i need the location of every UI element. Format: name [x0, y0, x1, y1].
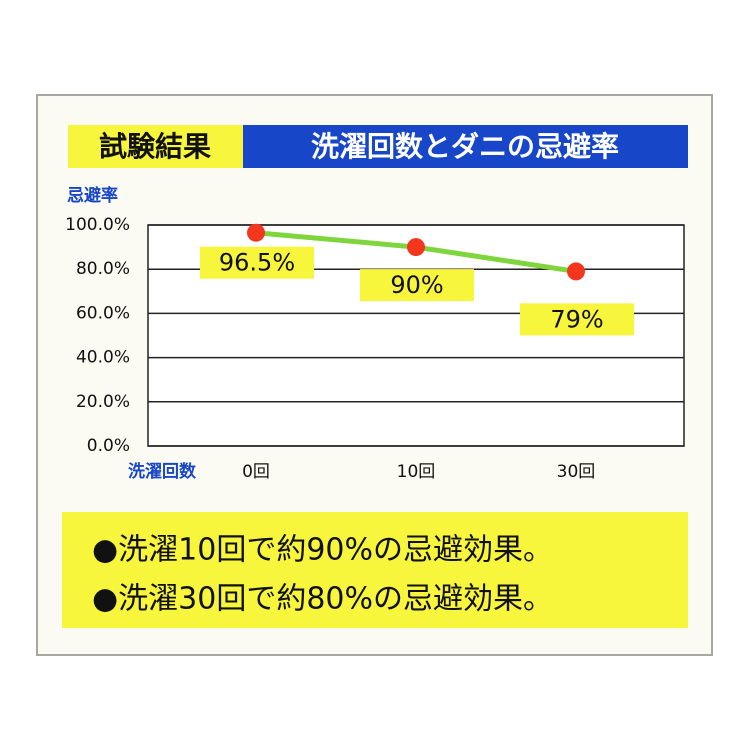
value-label-box [200, 246, 314, 279]
y-tick-label: 20.0% [76, 392, 130, 412]
title-box [243, 125, 688, 168]
x-tick-label: 10回 [397, 462, 436, 482]
x-tick-label: 30回 [557, 462, 596, 482]
x-tick-label: 0回 [242, 462, 270, 482]
y-tick-label: 40.0% [76, 348, 130, 368]
value-label-box [360, 269, 474, 302]
data-point [247, 223, 265, 242]
note: ●洗濯30回で約80%の忌避効果。 [92, 582, 553, 617]
x-axis-label: 洗濯回数 [128, 461, 197, 482]
note: ●洗濯10回で約90%の忌避効果。 [92, 533, 553, 568]
y-tick-label: 80.0% [76, 259, 130, 279]
header-tag: 試験結果 [99, 130, 211, 163]
value-label: 90% [390, 271, 443, 299]
data-point [407, 238, 425, 257]
y-tick-label: 0.0% [87, 436, 130, 456]
y-tick-label: 60.0% [76, 303, 130, 323]
value-label-box [520, 303, 634, 336]
chart-title: 洗濯回数とダニの忌避率 [311, 130, 619, 163]
y-axis-label: 忌避率 [67, 185, 118, 206]
notes-box [62, 512, 688, 628]
data-point [567, 262, 585, 281]
tag-box [68, 125, 243, 168]
y-tick-label: 100.0% [65, 215, 130, 235]
value-label: 96.5% [219, 249, 295, 277]
value-label: 79% [550, 305, 603, 333]
